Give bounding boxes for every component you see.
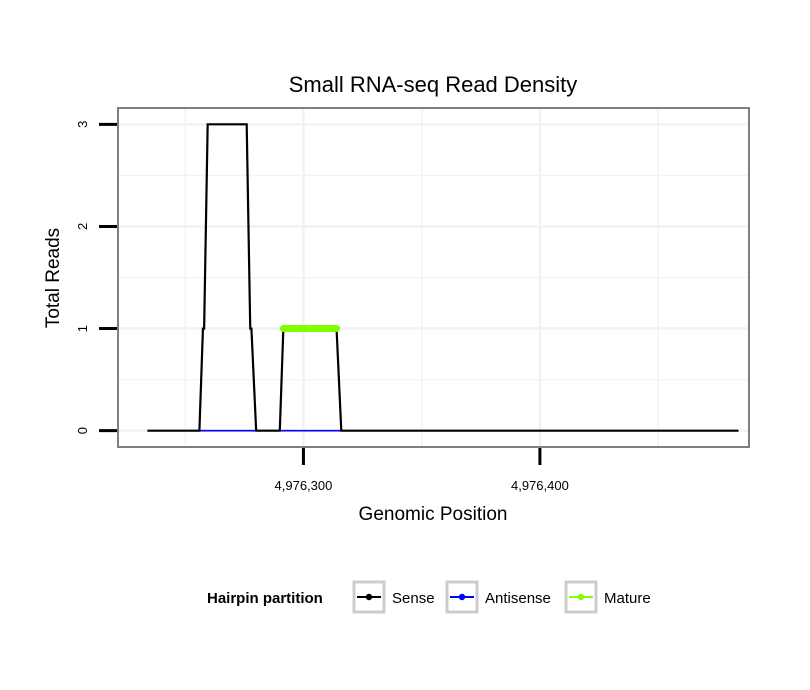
y-axis-label: Total Reads	[43, 228, 64, 328]
legend-label-sense: Sense	[392, 590, 435, 607]
y-tick-label: 2	[75, 223, 90, 230]
legend-key-point	[365, 593, 373, 601]
x-tick-label: 4,976,300	[275, 478, 333, 493]
y-tick-label: 0	[75, 427, 90, 434]
plot-panel-border	[117, 107, 750, 448]
chart-title: Small RNA-seq Read Density	[289, 72, 578, 97]
series-layer	[147, 123, 739, 432]
y-tick-label: 3	[75, 121, 90, 128]
x-tick-label: 4,976,400	[511, 478, 569, 493]
x-axis-label: Genomic Position	[359, 504, 508, 525]
legend-label-mature: Mature	[604, 590, 651, 607]
y-axis: 0 1 2 3	[75, 121, 117, 434]
grid	[119, 109, 748, 446]
legend: Hairpin partition Sense Antisense Mature	[207, 580, 651, 614]
x-axis: 4,976,300 4,976,400	[275, 448, 569, 493]
legend-key-point	[577, 593, 585, 601]
legend-key-point	[458, 593, 466, 601]
legend-title: Hairpin partition	[207, 590, 323, 607]
legend-label-antisense: Antisense	[485, 590, 551, 607]
y-tick-label: 1	[75, 325, 90, 332]
